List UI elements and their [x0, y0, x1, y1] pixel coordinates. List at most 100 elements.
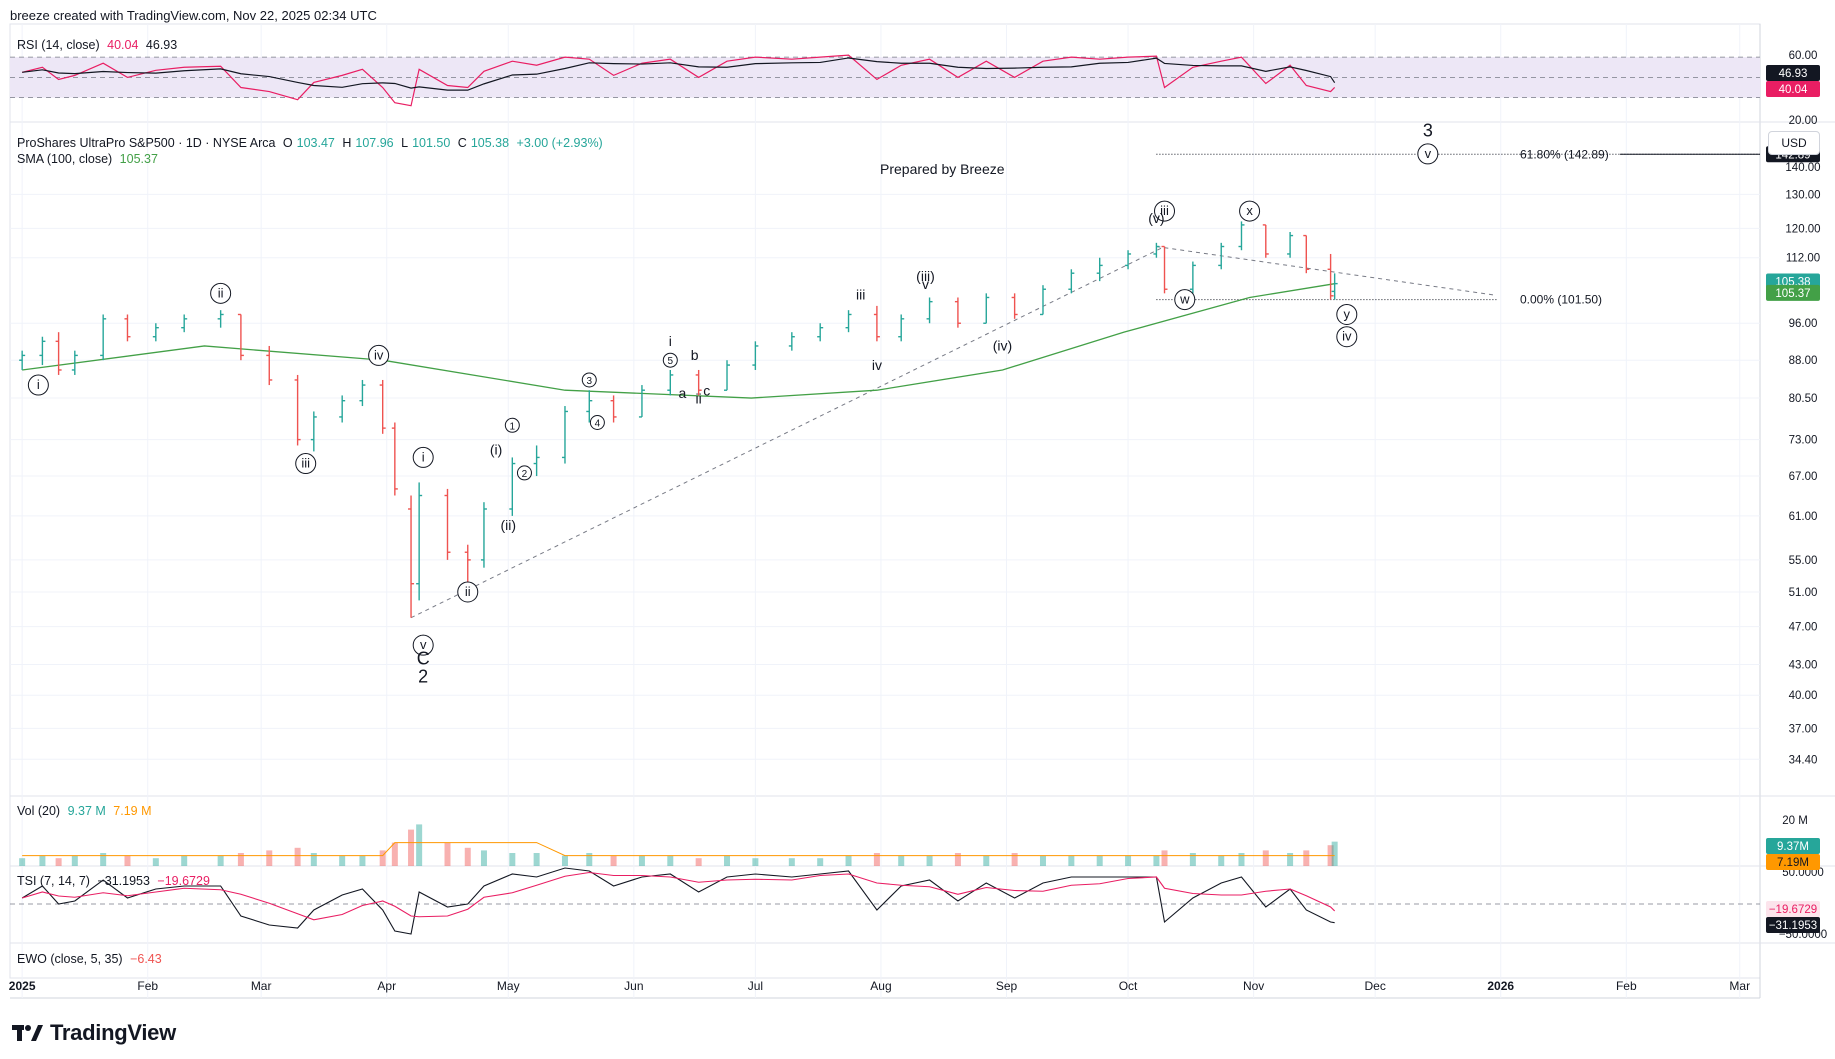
- volume-bar: [100, 853, 107, 866]
- time-label: Jun: [624, 979, 643, 993]
- price-tick-label: 47.00: [1789, 622, 1818, 634]
- close-value: 105.38: [470, 136, 510, 150]
- volume-bar: [788, 858, 795, 866]
- main-legend[interactable]: ProShares UltraPro S&P500 · 1D · NYSE Ar…: [17, 136, 607, 150]
- wave-label-circled-v: v: [420, 637, 427, 652]
- wave-label-num-3: 3: [587, 376, 593, 387]
- time-label: Sep: [996, 979, 1018, 993]
- volume-bar: [294, 847, 301, 866]
- prepared-by-note: Prepared by Breeze: [880, 161, 1005, 177]
- volume-bar: [983, 855, 990, 866]
- rsi-ma-badge-bg: [1766, 65, 1820, 81]
- ohlc-high: H 107.96: [342, 136, 393, 150]
- price-tick-label: 34.40: [1789, 754, 1818, 766]
- wave-label-num-2-circle: [516, 465, 532, 481]
- volume-bar: [954, 853, 961, 866]
- wave-label-num-1-circle: [504, 417, 520, 433]
- volume-bar: [391, 842, 398, 866]
- wave-label-3: 3: [1423, 120, 1433, 140]
- wave-label-circled-iii-2: iii: [1160, 203, 1169, 218]
- volume-bar: [181, 855, 188, 866]
- rsi-ma-line: [22, 57, 1336, 91]
- wave-label-wave-ii: (ii): [500, 517, 516, 533]
- volume-bar: [1331, 841, 1338, 866]
- volume-bar: [667, 855, 674, 866]
- sma-badge: 105.37: [1775, 288, 1810, 300]
- tsi-signal-badge-bg: [1766, 901, 1820, 917]
- wave-label-circled-v-2-circle: [1417, 143, 1439, 165]
- volume-bar: [19, 858, 26, 866]
- trendline-upper: [1156, 246, 1497, 296]
- time-label: Feb: [1616, 979, 1637, 993]
- wave-label-C: C: [417, 648, 430, 668]
- wave-label-v: v: [922, 276, 929, 292]
- wave-label-num-5: 5: [668, 356, 674, 367]
- rsi-legend-name: RSI (14, close): [17, 38, 100, 52]
- rsi-legend[interactable]: RSI (14, close) 40.04 46.93: [17, 38, 181, 52]
- volume-bar: [817, 858, 824, 866]
- volume-bar: [1189, 853, 1196, 866]
- tsi-signal-legend-value: −19.6729: [157, 874, 210, 888]
- time-label: Aug: [870, 979, 891, 993]
- wave-label-num-1: 1: [510, 421, 516, 432]
- volume-legend[interactable]: Vol (20) 9.37 M 7.19 M: [17, 804, 156, 818]
- price-tick-label-partial: 140.00: [1785, 162, 1820, 174]
- rsi-ma-badge: 46.93: [1779, 68, 1808, 80]
- wave-label-circled-iv-2: iv: [1342, 329, 1352, 344]
- low-value: 101.50: [412, 136, 451, 150]
- ohlc-low: L 101.50: [401, 136, 450, 150]
- volume-bar: [217, 855, 224, 866]
- volume-ma-badge: 7.19M: [1777, 857, 1809, 869]
- price-tick-label: 112.00: [1786, 253, 1820, 265]
- wave-label-num-4-circle: [589, 414, 605, 430]
- time-label: Mar: [1729, 979, 1750, 993]
- volume-bar: [1039, 855, 1046, 866]
- time-label: May: [497, 979, 520, 993]
- ewo-legend[interactable]: EWO (close, 5, 35) −6.43: [17, 952, 166, 966]
- volume-legend-name: Vol (20): [17, 804, 61, 818]
- volume-ma-badge-bg: [1766, 854, 1820, 870]
- price-tick-label: 88.00: [1789, 355, 1818, 367]
- symbol-name: ProShares UltraPro S&P500 · 1D · NYSE Ar…: [17, 136, 276, 150]
- wave-label-iv: iv: [872, 357, 882, 373]
- low-label: L: [401, 136, 409, 150]
- volume-badge-bg: [1766, 838, 1820, 854]
- time-label: Feb: [137, 979, 158, 993]
- sma-line: [22, 283, 1335, 399]
- tradingview-logo[interactable]: TradingView: [12, 1020, 176, 1046]
- time-label: Mar: [251, 979, 272, 993]
- volume-bar: [898, 855, 905, 866]
- trendline-lower: [410, 246, 1165, 619]
- currency-button[interactable]: USD: [1768, 131, 1820, 155]
- tsi-badge-bg: [1766, 917, 1820, 933]
- volume-bar: [724, 855, 731, 866]
- wave-label-circled-i-circle: [27, 374, 49, 396]
- time-label: Nov: [1243, 979, 1264, 993]
- price-tick-label: 37.00: [1789, 723, 1818, 735]
- wave-label-circled-iv-2-circle: [1336, 326, 1358, 348]
- wave-label-circled-iv-circle: [368, 344, 390, 366]
- volume-bar: [586, 853, 593, 866]
- volume-bar: [408, 829, 415, 866]
- volume-ma-legend-value: 7.19 M: [113, 804, 152, 818]
- wave-label-circled-iii-circle: [295, 453, 317, 475]
- volume-bar: [416, 824, 423, 866]
- tsi-legend[interactable]: TSI (7, 14, 7) −31.1953 −19.6729: [17, 874, 214, 888]
- price-tick-label: 130.00: [1785, 189, 1820, 201]
- sma-legend[interactable]: SMA (100, close) 105.37: [17, 152, 162, 166]
- wave-label-iii: iii: [856, 287, 865, 303]
- wave-label-b: b: [691, 347, 699, 363]
- wave-label-circled-y: y: [1344, 306, 1351, 321]
- volume-tick-label: 20 M: [1782, 815, 1808, 827]
- rsi-ma-legend-value: 46.93: [145, 38, 178, 52]
- volume-bar: [1303, 850, 1310, 866]
- wave-label-circled-v-circle: [412, 634, 434, 656]
- wave-label-circled-iii-2-circle: [1154, 200, 1176, 222]
- volume-bar: [533, 853, 540, 866]
- high-label: H: [342, 136, 352, 150]
- wave-label-circled-y-circle: [1336, 303, 1358, 325]
- tsi-signal-badge: −19.6729: [1769, 904, 1817, 916]
- rsi-tick-label: 60.00: [1789, 50, 1818, 62]
- rsi-badge-bg: [1766, 81, 1820, 97]
